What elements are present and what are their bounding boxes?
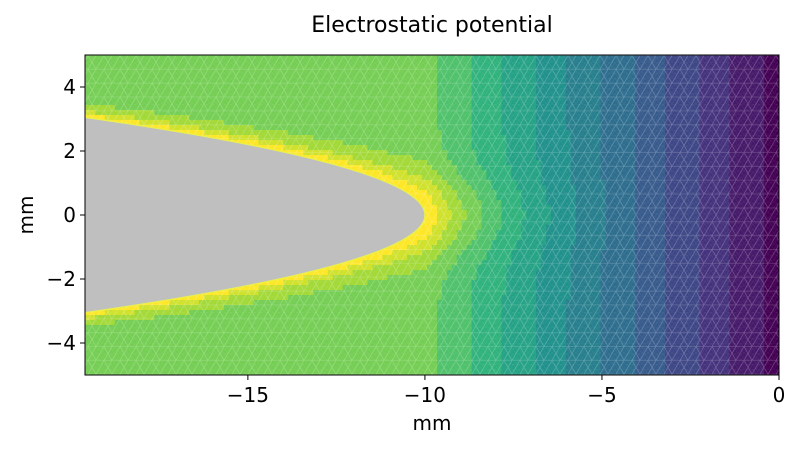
plot-area [85,55,779,375]
chart-title: Electrostatic potential [311,13,553,38]
